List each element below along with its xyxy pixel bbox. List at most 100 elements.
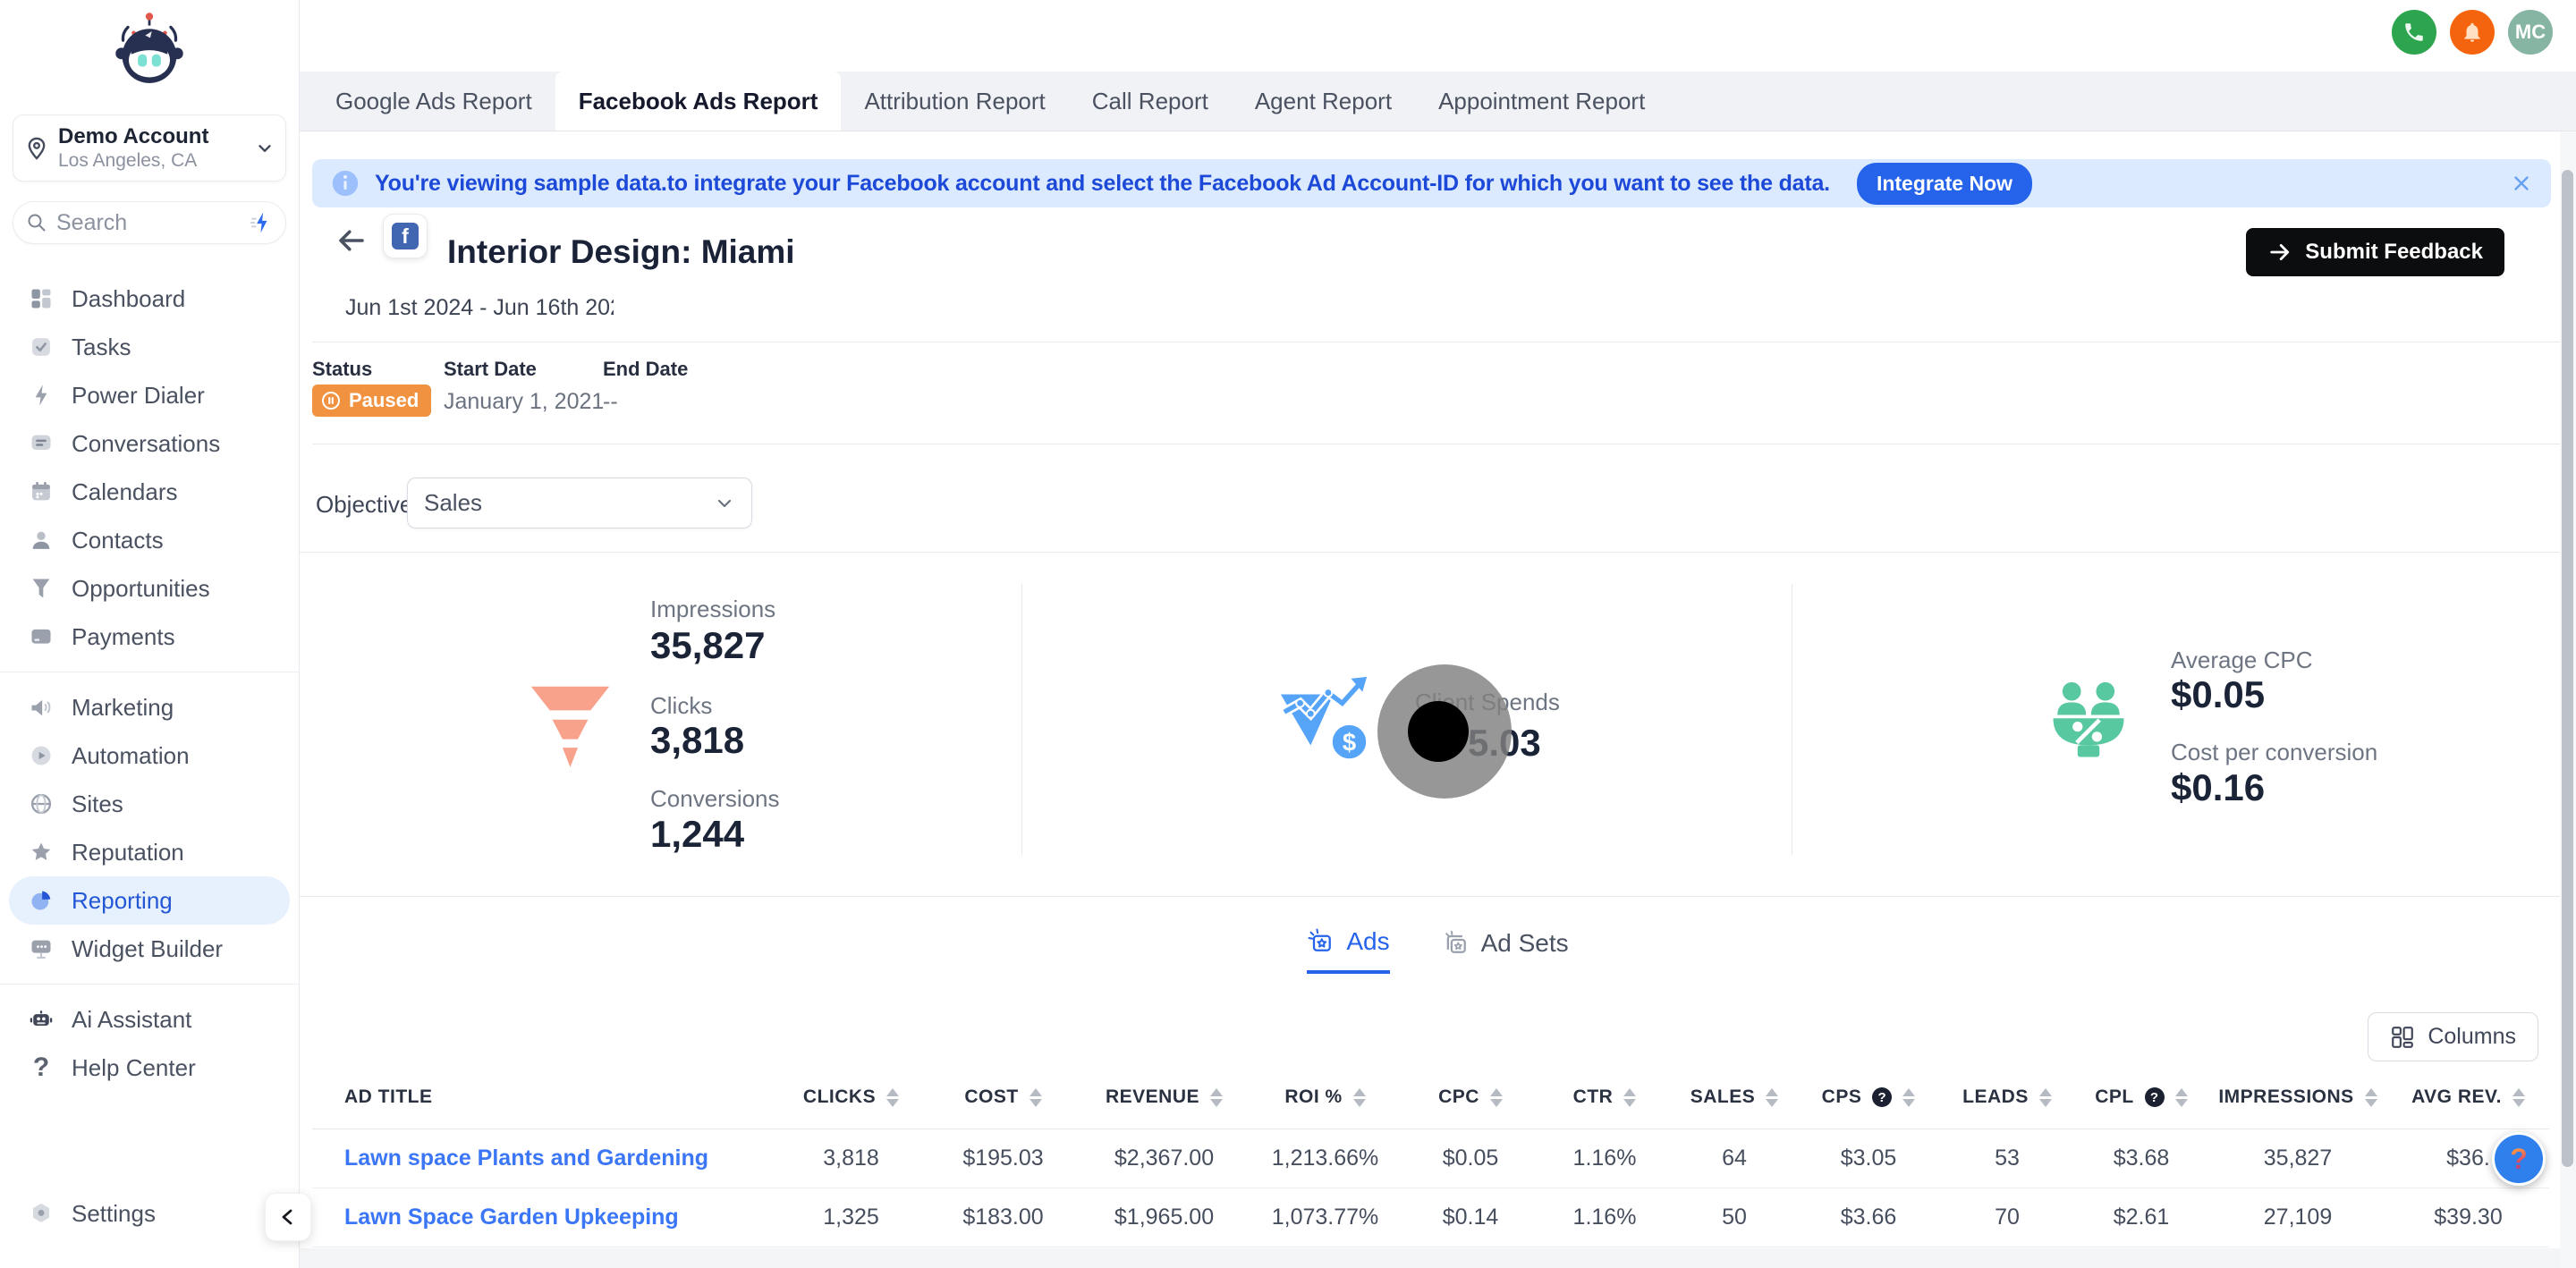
credit-card-icon [31, 629, 51, 644]
tab-call-report[interactable]: Call Report [1091, 87, 1208, 114]
col-leads[interactable]: LEADS [1940, 1067, 2074, 1129]
sort-icon[interactable] [1902, 1087, 1916, 1107]
sidebar-nav: Dashboard Tasks Power Dialer Conversatio… [0, 275, 299, 1092]
funnel-stats-icon [530, 686, 610, 767]
sidebar-item-ai-assistant[interactable]: Ai Assistant [0, 995, 299, 1044]
chevron-down-icon [258, 144, 271, 152]
col-cpl[interactable]: CPL? [2074, 1067, 2208, 1129]
col-revenue[interactable]: REVENUE [1081, 1067, 1247, 1129]
table-row: Lawn space Plants and Gardening 3,818 $1… [312, 1129, 2549, 1188]
sort-icon[interactable] [1029, 1087, 1042, 1107]
robot-logo-icon [115, 13, 183, 83]
sidebar-item-automation[interactable]: Automation [0, 731, 299, 780]
sort-icon[interactable] [1489, 1087, 1503, 1107]
ads-adsets-tabs: Ads Ad Sets [300, 927, 2576, 974]
tab-facebook-ads-report[interactable]: Facebook Ads Report [555, 72, 842, 131]
cell-leads: 53 [1940, 1129, 2074, 1188]
tab-ads[interactable]: Ads [1307, 927, 1390, 974]
tab-google-ads-report[interactable]: Google Ads Report [335, 87, 532, 114]
start-date-value: January 1, 2021 [444, 389, 605, 414]
tasks-check-icon [32, 338, 50, 356]
sort-icon[interactable] [2512, 1087, 2525, 1107]
widget-kiosk-icon [31, 940, 51, 959]
sort-icon[interactable] [1210, 1087, 1224, 1107]
tab-appointment-report[interactable]: Appointment Report [1438, 87, 1646, 114]
col-cps[interactable]: CPS? [1797, 1067, 1940, 1129]
notifications-button[interactable] [2450, 10, 2495, 55]
impressions-value: 35,827 [650, 624, 766, 666]
sidebar-item-conversations[interactable]: Conversations [0, 419, 299, 468]
page-title: Interior Design: Miami [447, 233, 795, 270]
sidebar-item-opportunities[interactable]: Opportunities [0, 564, 299, 613]
banner-close-icon[interactable] [2510, 172, 2533, 195]
col-sales[interactable]: SALES [1672, 1067, 1797, 1129]
objective-select[interactable]: Sales [407, 478, 752, 528]
sort-icon[interactable] [1352, 1087, 1366, 1107]
sidebar-item-help-center[interactable]: ? Help Center [0, 1044, 299, 1092]
ad-title-link[interactable]: Lawn Space Garden Upkeeping [344, 1204, 679, 1230]
sidebar-item-widget-builder[interactable]: Widget Builder [0, 925, 299, 973]
cell-cost: $183.00 [925, 1188, 1081, 1247]
sidebar-item-marketing[interactable]: Marketing [0, 683, 299, 731]
sidebar-item-power-dialer[interactable]: Power Dialer [0, 371, 299, 419]
sidebar-item-calendars[interactable]: Calendars [0, 468, 299, 516]
account-selector[interactable]: Demo Account Los Angeles, CA [13, 114, 286, 182]
help-tooltip-icon[interactable]: ? [2144, 1087, 2165, 1108]
cell-sales: 50 [1672, 1188, 1797, 1247]
search-input[interactable] [56, 209, 241, 236]
cell-cost: $195.03 [925, 1129, 1081, 1188]
sidebar-item-label: Ai Assistant [72, 1005, 192, 1033]
col-roi[interactable]: ROI % [1247, 1067, 1403, 1129]
sort-icon[interactable] [2038, 1087, 2052, 1107]
sidebar-item-reputation[interactable]: Reputation [0, 828, 299, 876]
columns-grid-icon [2392, 1026, 2414, 1048]
sidebar-item-reporting[interactable]: Reporting [9, 876, 290, 925]
brand-logo [0, 0, 299, 93]
sidebar-item-label: Settings [72, 1199, 156, 1227]
sort-icon[interactable] [886, 1087, 900, 1107]
cell-leads: 70 [1940, 1188, 2074, 1247]
person-icon [32, 531, 50, 549]
sidebar-item-label: Payments [72, 622, 175, 650]
sidebar-collapse-button[interactable] [265, 1193, 311, 1241]
col-ctr[interactable]: CTR [1538, 1067, 1672, 1129]
user-avatar[interactable]: MC [2508, 10, 2553, 55]
sort-icon[interactable] [2174, 1087, 2188, 1107]
col-ad-title[interactable]: AD TITLE [312, 1067, 777, 1129]
scrollbar-thumb[interactable] [2562, 170, 2573, 1167]
date-range: Jun 1st 2024 - Jun 16th 2024 [345, 295, 614, 320]
sidebar-item-label: Reputation [72, 838, 184, 866]
tab-attribution-report[interactable]: Attribution Report [864, 87, 1046, 114]
col-cost[interactable]: COST [925, 1067, 1081, 1129]
cost-per-conversion-value: $0.16 [2171, 766, 2266, 808]
sort-icon[interactable] [1766, 1087, 1779, 1107]
search-bar[interactable] [13, 201, 286, 244]
sort-icon[interactable] [1623, 1087, 1637, 1107]
quick-actions-bolt-icon[interactable] [250, 211, 273, 234]
sort-icon[interactable] [2364, 1087, 2377, 1107]
sidebar-item-dashboard[interactable]: Dashboard [0, 275, 299, 323]
col-avg-rev[interactable]: AVG REV. [2387, 1067, 2549, 1129]
sidebar-item-sites[interactable]: Sites [0, 780, 299, 828]
help-tooltip-icon[interactable]: ? [1872, 1087, 1893, 1108]
col-clicks[interactable]: CLICKS [777, 1067, 925, 1129]
question-mark-icon: ? [32, 1052, 50, 1082]
columns-button[interactable]: Columns [2368, 1012, 2538, 1061]
client-spends-icon: $ [1280, 676, 1370, 763]
phone-button[interactable] [2392, 10, 2436, 55]
tab-agent-report[interactable]: Agent Report [1254, 87, 1393, 114]
tab-ad-sets[interactable]: Ad Sets [1442, 927, 1569, 974]
sidebar-item-payments[interactable]: Payments [0, 613, 299, 661]
status-badge: Paused [312, 385, 432, 417]
sidebar-item-contacts[interactable]: Contacts [0, 516, 299, 564]
ad-title-link[interactable]: Lawn space Plants and Gardening [344, 1145, 709, 1171]
back-button[interactable] [335, 224, 368, 257]
integrate-now-button[interactable]: Integrate Now [1856, 162, 2033, 205]
col-cpc[interactable]: CPC [1403, 1067, 1538, 1129]
help-widget-button[interactable]: ? [2492, 1132, 2546, 1186]
clicks-value: 3,818 [650, 719, 745, 761]
sidebar-item-tasks[interactable]: Tasks [0, 323, 299, 371]
col-impressions[interactable]: IMPRESSIONS [2208, 1067, 2387, 1129]
sidebar-item-settings[interactable]: Settings [0, 1189, 299, 1238]
submit-feedback-button[interactable]: Submit Feedback [2246, 228, 2504, 276]
